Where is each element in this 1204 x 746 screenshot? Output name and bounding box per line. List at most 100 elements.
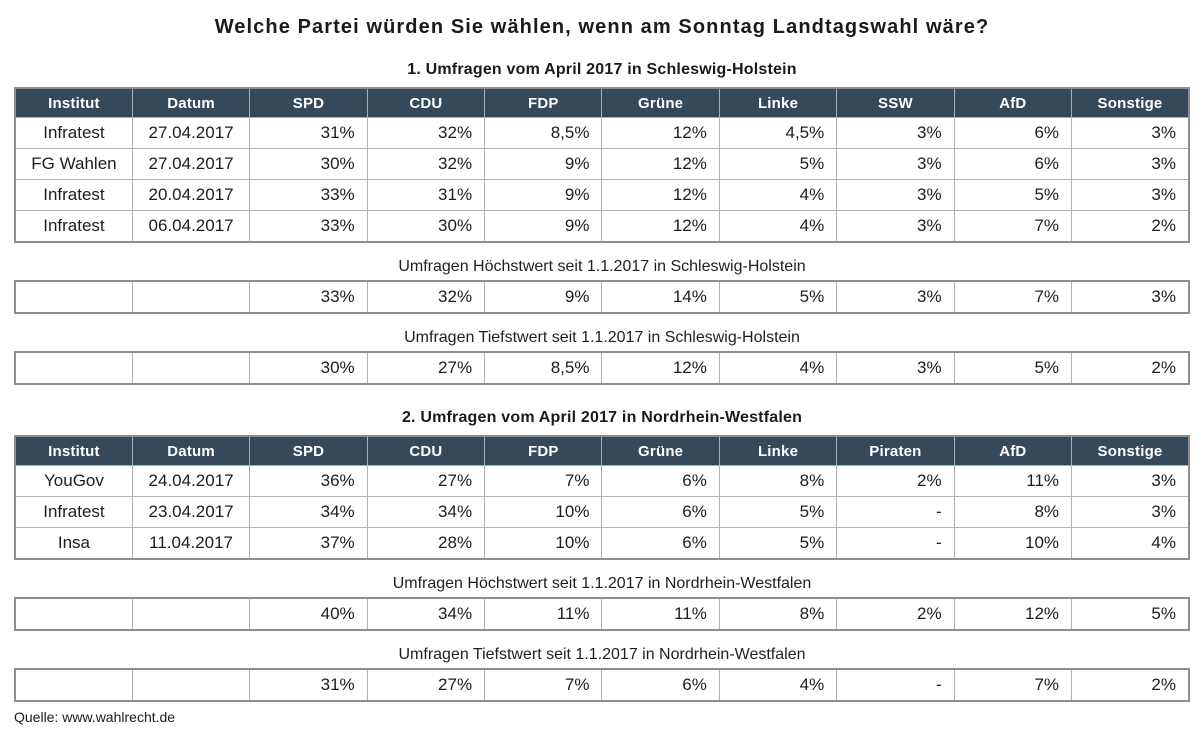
cell-value: - <box>836 668 955 702</box>
column-header-party: FDP <box>484 87 603 118</box>
cell-value: 2% <box>1071 668 1190 702</box>
cell-value: 4% <box>718 179 838 211</box>
cell-value: 6% <box>601 527 720 560</box>
cell-value: 8,5% <box>484 351 603 385</box>
cell-datum: 06.04.2017 <box>131 210 251 243</box>
cell-value: 6% <box>601 668 720 702</box>
cell-value: 6% <box>601 465 720 497</box>
cell-value: 2% <box>1071 351 1190 385</box>
cell-value: - <box>836 527 955 560</box>
cell-value: 5% <box>718 148 838 180</box>
cell-value: 36% <box>249 465 368 497</box>
cell-value: 31% <box>249 117 368 149</box>
cell-value: 11% <box>484 597 603 631</box>
summary-table: 40% 34% 11% 11% 8% 2% 12% 5% <box>14 597 1190 631</box>
cell-value: 3% <box>1071 280 1190 314</box>
cell-value: 7% <box>953 668 1073 702</box>
cell-institut: Infratest <box>14 496 133 528</box>
cell-value: 28% <box>366 527 486 560</box>
summary-row: 40% 34% 11% 11% 8% 2% 12% 5% <box>14 597 1190 631</box>
cell-value: - <box>836 496 955 528</box>
cell-value: 4,5% <box>718 117 838 149</box>
column-header-party: SPD <box>249 87 368 118</box>
section-schleswig-holstein: 1. Umfragen vom April 2017 in Schleswig-… <box>14 61 1190 385</box>
cell-value: 9% <box>484 148 603 180</box>
column-header-party: Sonstige <box>1071 435 1190 466</box>
cell-datum: 23.04.2017 <box>131 496 251 528</box>
cell-institut: Infratest <box>14 210 133 243</box>
cell-value: 9% <box>484 179 603 211</box>
column-header-party: Grüne <box>601 87 720 118</box>
cell-value: 12% <box>601 351 720 385</box>
cell-value: 5% <box>718 280 838 314</box>
table-header-row: Institut Datum SPD CDU FDP Grüne Linke SSW AfD So… <box>14 87 1190 118</box>
cell-value: 9% <box>484 210 603 243</box>
table-row: FG Wahlen 27.04.2017 30% 32% 9% 12% 5% 3% 6% 3% <box>14 148 1190 180</box>
cell-value: 33% <box>249 179 368 211</box>
cell-value: 5% <box>718 527 838 560</box>
table-row: Insa 11.04.2017 37% 28% 10% 6% 5% -10% 4% <box>14 527 1190 560</box>
summary-title: Umfragen Tiefstwert seit 1.1.2017 in Nor… <box>398 646 806 663</box>
summary-table: 30% 27% 8,5% 12% 4% 3% 5% 2% <box>14 351 1190 385</box>
cell-value: 8% <box>718 465 838 497</box>
section-nordrhein-westfalen: 2. Umfragen vom April 2017 in Nordrhein-… <box>14 409 1190 702</box>
cell-value: 2% <box>836 597 955 631</box>
cell-value: 12% <box>601 210 720 243</box>
summary-row: 33% 32% 9% 14% 5% 3% 7% 3% <box>14 280 1190 314</box>
column-header-institut: Institut <box>14 87 133 118</box>
cell-value: 2% <box>1071 210 1190 243</box>
table-row: Infratest 06.04.2017 33% 30% 9% 12% 4% 3% 7% 2% <box>14 210 1190 243</box>
column-header-party: Linke <box>718 87 838 118</box>
cell-empty <box>14 668 133 702</box>
table-row: Infratest 27.04.2017 31% 32% 8,5% 12% 4,5% 3% 6%… <box>14 117 1190 149</box>
cell-value: 30% <box>249 351 368 385</box>
table-row: YouGov 24.04.2017 36% 27% 7% 6% 8% 2% 11% 3% <box>14 465 1190 497</box>
cell-value: 5% <box>718 496 838 528</box>
cell-value: 33% <box>249 280 368 314</box>
cell-value: 7% <box>953 210 1073 243</box>
section-title: 2. Umfragen vom April 2017 in Nordrhein-… <box>401 409 803 426</box>
cell-value: 3% <box>836 280 955 314</box>
cell-value: 37% <box>249 527 368 560</box>
cell-value: 7% <box>484 668 603 702</box>
cell-empty <box>131 351 251 385</box>
cell-value: 7% <box>484 465 603 497</box>
cell-value: 10% <box>953 527 1073 560</box>
summary-title: Umfragen Tiefstwert seit 1.1.2017 in Sch… <box>404 329 800 346</box>
column-header-datum: Datum <box>131 435 251 466</box>
cell-value: 8,5% <box>484 117 603 149</box>
cell-value: 3% <box>836 148 955 180</box>
polls-table: Institut Datum SPD CDU FDP Grüne Linke Piraten A… <box>14 435 1190 560</box>
cell-value: 4% <box>1071 527 1190 560</box>
cell-value: 14% <box>601 280 720 314</box>
summary-row: 30% 27% 8,5% 12% 4% 3% 5% 2% <box>14 351 1190 385</box>
cell-value: 6% <box>953 117 1073 149</box>
cell-value: 5% <box>1071 597 1190 631</box>
column-header-party: Grüne <box>601 435 720 466</box>
cell-value: 6% <box>953 148 1073 180</box>
summary-title: Umfragen Höchstwert seit 1.1.2017 in Sch… <box>398 258 806 275</box>
cell-empty <box>14 280 133 314</box>
cell-value: 30% <box>249 148 368 180</box>
summary-table: 33% 32% 9% 14% 5% 3% 7% 3% <box>14 280 1190 314</box>
column-header-datum: Datum <box>131 87 251 118</box>
cell-value: 32% <box>366 117 486 149</box>
cell-value: 34% <box>366 496 486 528</box>
cell-institut: Insa <box>14 527 133 560</box>
cell-value: 4% <box>718 210 838 243</box>
cell-value: 3% <box>1071 179 1190 211</box>
column-header-party: FDP <box>484 435 603 466</box>
cell-value: 11% <box>601 597 720 631</box>
cell-datum: 11.04.2017 <box>131 527 251 560</box>
cell-value: 3% <box>1071 148 1190 180</box>
cell-value: 31% <box>249 668 368 702</box>
cell-empty <box>14 351 133 385</box>
cell-value: 10% <box>484 527 603 560</box>
cell-value: 40% <box>249 597 368 631</box>
table-row: Infratest 20.04.2017 33% 31% 9% 12% 4% 3% 5% 3% <box>14 179 1190 211</box>
section-title: 1. Umfragen vom April 2017 in Schleswig-… <box>407 61 797 78</box>
cell-value: 33% <box>249 210 368 243</box>
cell-value: 34% <box>249 496 368 528</box>
cell-empty <box>131 668 251 702</box>
cell-value: 27% <box>366 668 486 702</box>
